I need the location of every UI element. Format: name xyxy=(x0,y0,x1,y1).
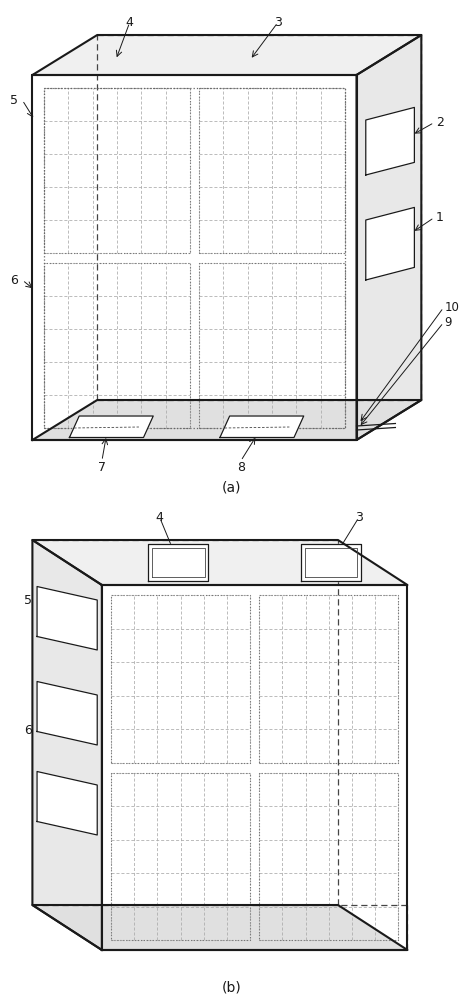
Polygon shape xyxy=(32,75,357,440)
Text: 3: 3 xyxy=(355,511,363,524)
Text: 3: 3 xyxy=(274,16,282,29)
Text: 5: 5 xyxy=(10,94,18,106)
Polygon shape xyxy=(32,905,407,950)
Text: 4: 4 xyxy=(125,16,134,29)
Text: 10: 10 xyxy=(444,301,459,314)
Text: (b): (b) xyxy=(222,980,241,994)
Polygon shape xyxy=(102,585,407,950)
Text: (a): (a) xyxy=(222,481,241,494)
Text: 1: 1 xyxy=(436,211,444,224)
Text: 5: 5 xyxy=(24,593,32,606)
Text: 6: 6 xyxy=(24,724,32,736)
Polygon shape xyxy=(357,35,421,440)
Text: 7: 7 xyxy=(98,461,106,474)
Polygon shape xyxy=(366,207,414,280)
Polygon shape xyxy=(32,35,421,75)
Polygon shape xyxy=(32,540,102,950)
Text: 6: 6 xyxy=(10,273,18,286)
Polygon shape xyxy=(69,416,153,438)
Polygon shape xyxy=(37,586,97,650)
Polygon shape xyxy=(32,400,421,440)
Text: 4: 4 xyxy=(156,511,164,524)
Polygon shape xyxy=(301,544,361,581)
Polygon shape xyxy=(220,416,304,438)
Polygon shape xyxy=(366,107,414,175)
Text: 8: 8 xyxy=(237,461,245,474)
Polygon shape xyxy=(37,682,97,745)
Polygon shape xyxy=(148,544,208,581)
Text: 2: 2 xyxy=(436,116,444,129)
Polygon shape xyxy=(37,772,97,835)
Text: 9: 9 xyxy=(444,316,452,329)
Polygon shape xyxy=(32,540,407,585)
